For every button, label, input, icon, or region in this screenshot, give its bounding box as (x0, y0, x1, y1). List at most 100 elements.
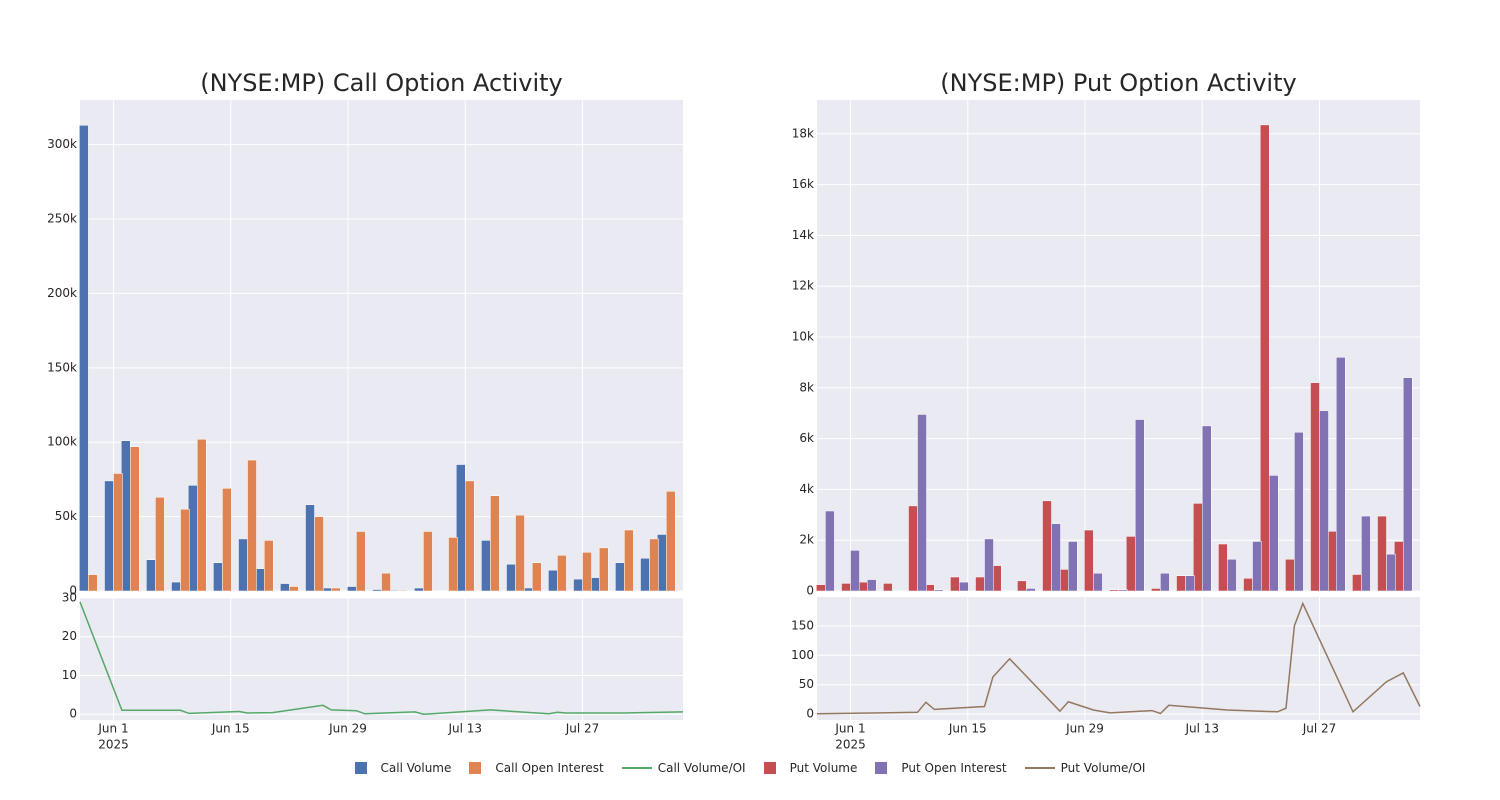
bar (1252, 541, 1262, 592)
legend-marker (1024, 767, 1055, 769)
bar (640, 558, 650, 592)
bar (1386, 553, 1396, 592)
bar (1084, 529, 1094, 592)
y-tick-label: 100 (791, 648, 814, 662)
bar (841, 583, 851, 592)
bar (1068, 541, 1078, 592)
bar (448, 537, 458, 592)
bar (582, 552, 592, 592)
x-tick-label: Jun 15 (211, 722, 250, 736)
y-tick-label: 4k (799, 482, 814, 496)
bar (222, 488, 232, 592)
bar (314, 516, 324, 592)
legend-marker (354, 762, 367, 774)
y-tick-label: 300k (47, 137, 77, 151)
x-tick-label: Jun 29 (328, 722, 367, 736)
y-tick-label: 8k (799, 380, 814, 394)
bar (959, 581, 969, 592)
bar (79, 125, 89, 592)
bar (1160, 572, 1170, 592)
bar (280, 583, 290, 592)
y-tick-label: 10k (792, 329, 814, 343)
bar (883, 583, 893, 592)
y-tick-label: 150k (47, 360, 77, 374)
bar (481, 540, 491, 592)
bar (423, 531, 433, 592)
bar (356, 531, 366, 592)
bar (1126, 536, 1136, 592)
bar (917, 414, 927, 592)
legend-marker (763, 762, 776, 774)
y-tick-label: 14k (792, 228, 814, 242)
y-tick-label: 10 (62, 668, 77, 682)
legend-entry: Put Open Interest (875, 761, 1007, 775)
bar (1403, 377, 1413, 592)
plot-area (817, 100, 1420, 591)
x-tick-label: Jun 29 (1065, 722, 1104, 736)
bar (649, 538, 659, 592)
x-tick-year: 2025 (835, 738, 866, 752)
bar (532, 562, 542, 592)
bar (1185, 575, 1195, 592)
bar (984, 538, 994, 592)
y-tick-label: 16k (792, 177, 814, 191)
line (79, 601, 684, 715)
x-tick-label: Jul 13 (447, 722, 482, 736)
bar (950, 576, 960, 592)
y-tick-label: 50k (55, 509, 77, 523)
y-tick-label: 0 (69, 707, 77, 721)
bar (975, 576, 985, 592)
bar (1202, 425, 1212, 592)
y-tick-label: 150 (791, 618, 814, 632)
bar (1310, 382, 1320, 592)
bar (1051, 523, 1061, 592)
bar (506, 563, 516, 592)
legend-entry: Call Volume/OI (621, 761, 746, 775)
bar (1319, 410, 1329, 592)
legend-marker (875, 762, 888, 774)
bar (155, 497, 165, 592)
y-tick-label: 0 (806, 707, 814, 721)
y-tick-label: 50 (799, 677, 814, 691)
bar (414, 587, 424, 592)
bar (146, 559, 156, 592)
bar (264, 540, 274, 592)
bar (1336, 357, 1346, 592)
bar (615, 562, 625, 592)
chart-title: (NYSE:MP) Call Option Activity (200, 69, 563, 97)
bar (599, 547, 609, 592)
bar (850, 550, 860, 592)
bar (1135, 419, 1145, 592)
bar (238, 538, 248, 592)
legend-label: Put Volume/OI (1060, 761, 1146, 775)
bar (1227, 558, 1237, 592)
legend-label: Call Open Interest (495, 761, 604, 775)
bar (573, 578, 583, 592)
x-tick-label: Jul 27 (1302, 722, 1337, 736)
bar (825, 510, 835, 592)
bar (624, 529, 634, 592)
bar (515, 514, 525, 592)
bar (1294, 431, 1304, 592)
bar (213, 562, 223, 592)
bar (247, 459, 257, 592)
bar (180, 508, 190, 592)
bar (867, 579, 877, 592)
bar (548, 569, 558, 592)
bar (113, 473, 123, 592)
bar (381, 572, 391, 592)
bar (197, 438, 207, 592)
bar (1176, 575, 1186, 592)
y-tick-label: 0 (806, 584, 814, 598)
y-tick-label: 250k (47, 212, 77, 226)
bar (1361, 515, 1371, 592)
y-tick-label: 30 (62, 591, 77, 605)
legend-marker (621, 767, 652, 769)
plot-area (80, 598, 683, 720)
bar (1285, 558, 1295, 592)
bar (1269, 475, 1279, 592)
bar (465, 480, 475, 592)
legend-label: Put Volume (789, 761, 858, 775)
